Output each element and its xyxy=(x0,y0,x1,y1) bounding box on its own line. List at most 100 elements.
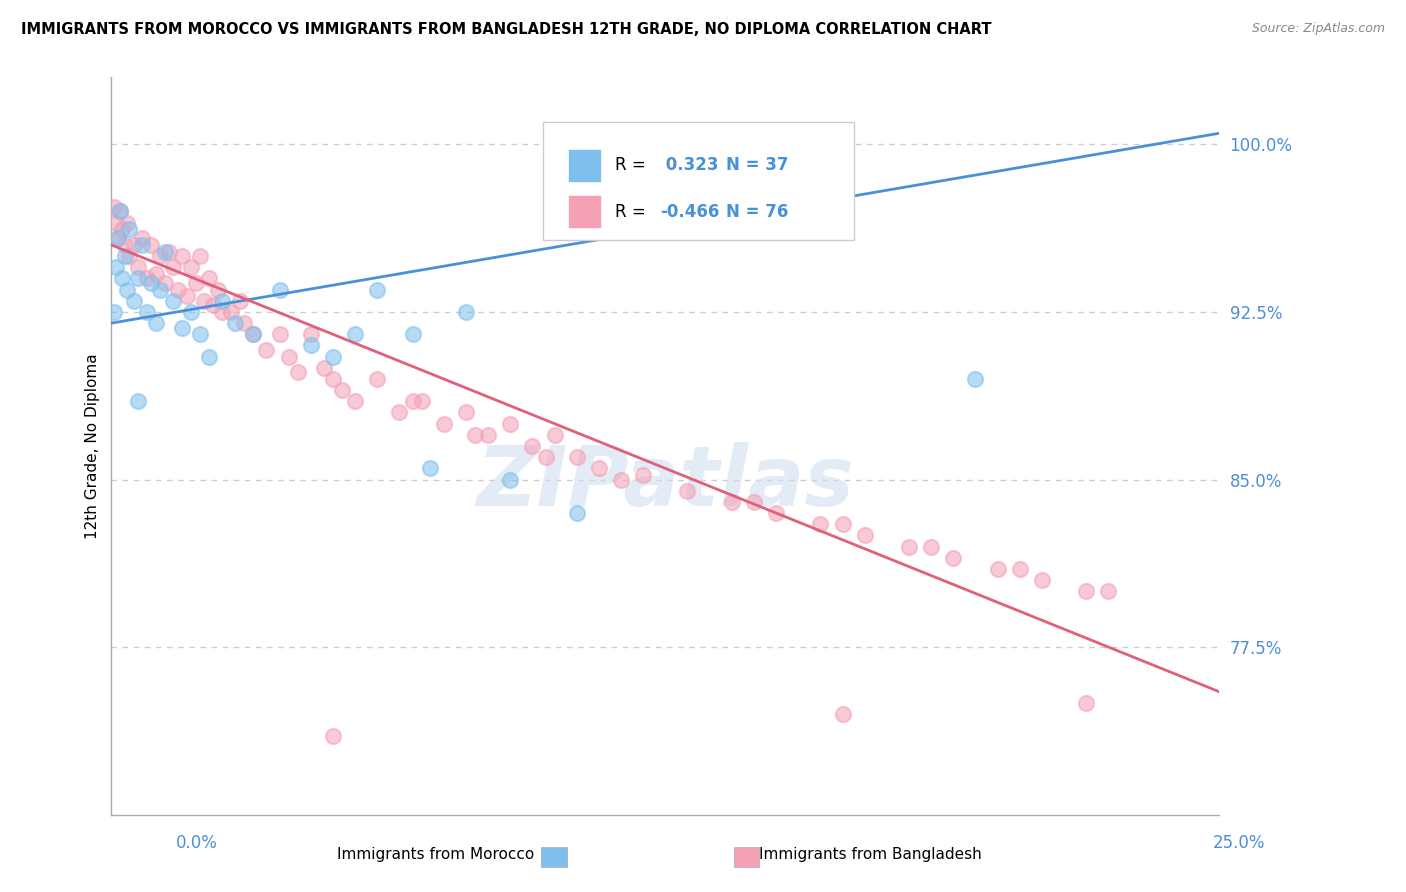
Point xyxy=(388,405,411,419)
Point xyxy=(162,260,184,275)
Point xyxy=(920,540,942,554)
Point xyxy=(543,427,565,442)
Point xyxy=(256,343,278,357)
Text: N = 76: N = 76 xyxy=(727,202,789,220)
Point xyxy=(477,427,499,442)
Point xyxy=(344,327,367,342)
Point xyxy=(1031,573,1053,587)
Point xyxy=(107,231,129,245)
Point xyxy=(676,483,699,498)
Point xyxy=(965,372,987,386)
Point xyxy=(141,276,163,290)
Point xyxy=(193,293,215,308)
Point xyxy=(454,305,477,319)
Point xyxy=(149,283,172,297)
Point xyxy=(118,249,141,263)
Point xyxy=(853,528,876,542)
Point xyxy=(211,293,233,308)
Point xyxy=(366,283,388,297)
Point xyxy=(229,293,252,308)
Point xyxy=(172,249,194,263)
Point xyxy=(720,495,742,509)
Point xyxy=(162,293,184,308)
Point xyxy=(141,238,163,252)
Point xyxy=(534,450,557,465)
Point xyxy=(322,350,344,364)
Point xyxy=(172,320,194,334)
Point xyxy=(765,506,787,520)
Point xyxy=(111,271,134,285)
Bar xyxy=(568,149,600,182)
Point xyxy=(565,506,588,520)
Point xyxy=(808,517,831,532)
Point xyxy=(145,267,167,281)
Point xyxy=(499,473,522,487)
Point xyxy=(1008,562,1031,576)
Point xyxy=(588,461,610,475)
Text: 0.323: 0.323 xyxy=(659,156,718,174)
Y-axis label: 12th Grade, No Diploma: 12th Grade, No Diploma xyxy=(86,353,100,539)
Point xyxy=(314,360,336,375)
Point xyxy=(1097,584,1119,599)
Point xyxy=(402,394,425,409)
Point xyxy=(344,394,367,409)
Point xyxy=(145,316,167,330)
Point xyxy=(153,244,176,259)
Point xyxy=(202,298,225,312)
Point xyxy=(184,276,207,290)
Point xyxy=(127,260,149,275)
Point xyxy=(198,271,221,285)
Point xyxy=(454,405,477,419)
Point xyxy=(198,350,221,364)
Point xyxy=(188,327,211,342)
Text: 0.0%: 0.0% xyxy=(176,834,218,852)
Point xyxy=(610,473,633,487)
Text: R =: R = xyxy=(616,202,651,220)
Point xyxy=(419,461,441,475)
Point xyxy=(103,305,125,319)
Point xyxy=(299,338,322,352)
Point xyxy=(765,204,787,219)
Point xyxy=(299,327,322,342)
Point xyxy=(224,316,246,330)
Point xyxy=(114,249,136,263)
Point xyxy=(1076,696,1098,710)
Text: ZIPatlas: ZIPatlas xyxy=(477,442,855,524)
Point xyxy=(115,283,138,297)
Point xyxy=(111,222,134,236)
Point xyxy=(127,271,149,285)
Point xyxy=(207,283,229,297)
Point xyxy=(322,372,344,386)
Point xyxy=(180,305,202,319)
Point xyxy=(942,550,965,565)
Point xyxy=(180,260,202,275)
Point xyxy=(131,238,153,252)
Text: IMMIGRANTS FROM MOROCCO VS IMMIGRANTS FROM BANGLADESH 12TH GRADE, NO DIPLOMA COR: IMMIGRANTS FROM MOROCCO VS IMMIGRANTS FR… xyxy=(21,22,991,37)
Text: Source: ZipAtlas.com: Source: ZipAtlas.com xyxy=(1251,22,1385,36)
Point xyxy=(631,468,654,483)
Point xyxy=(1076,584,1098,599)
Point xyxy=(135,271,157,285)
Point xyxy=(411,394,433,409)
Point xyxy=(122,293,145,308)
Point xyxy=(831,706,853,721)
Point xyxy=(157,244,180,259)
Point xyxy=(176,289,198,303)
Point xyxy=(831,517,853,532)
Point xyxy=(219,305,242,319)
Point xyxy=(211,305,233,319)
Point xyxy=(167,283,190,297)
Point xyxy=(131,231,153,245)
Point xyxy=(115,216,138,230)
Point xyxy=(122,238,145,252)
Point xyxy=(135,305,157,319)
Point xyxy=(188,249,211,263)
Point xyxy=(242,327,264,342)
Text: -0.466: -0.466 xyxy=(659,202,718,220)
Point xyxy=(987,562,1010,576)
Point xyxy=(103,200,125,214)
Point xyxy=(287,365,309,379)
Point xyxy=(127,394,149,409)
Point xyxy=(149,249,172,263)
Point xyxy=(242,327,264,342)
